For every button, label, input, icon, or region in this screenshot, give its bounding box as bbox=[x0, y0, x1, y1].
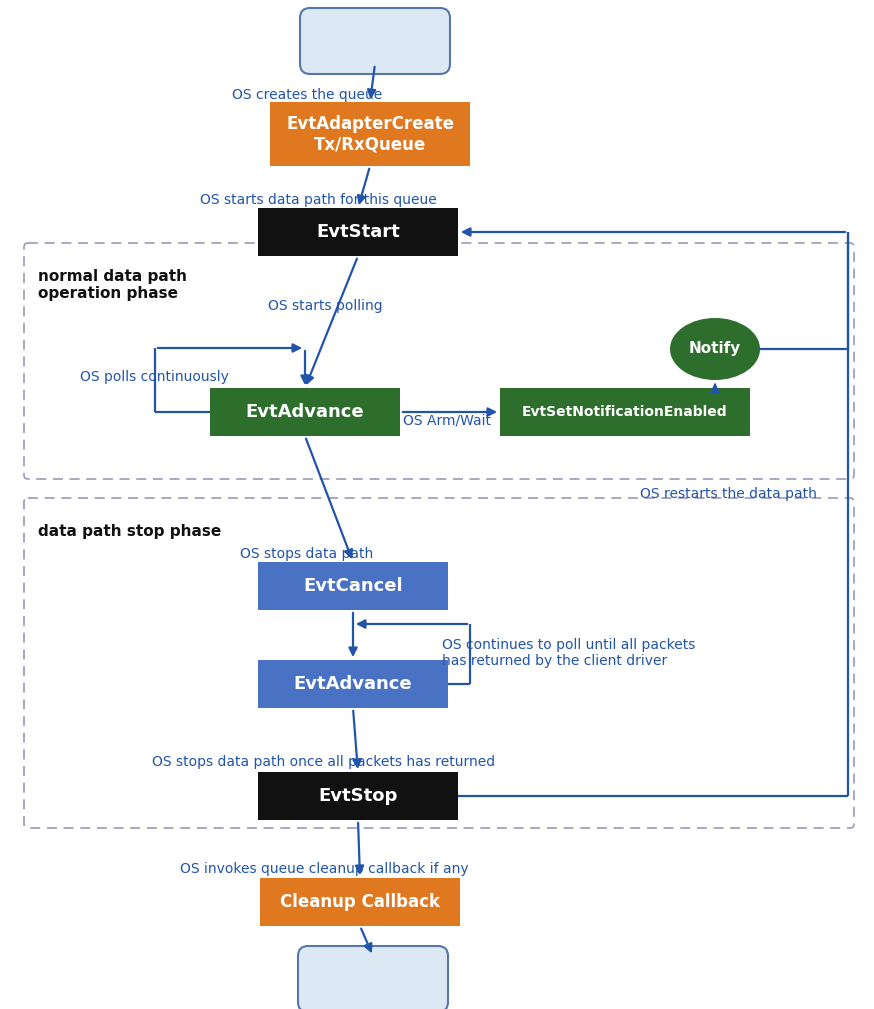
Text: Cleanup Callback: Cleanup Callback bbox=[280, 893, 440, 911]
FancyBboxPatch shape bbox=[300, 8, 450, 74]
Text: OS invokes queue cleanup callback if any: OS invokes queue cleanup callback if any bbox=[180, 862, 468, 876]
Text: EvtAdapterCreate
Tx/RxQueue: EvtAdapterCreate Tx/RxQueue bbox=[286, 115, 454, 153]
Text: normal data path
operation phase: normal data path operation phase bbox=[38, 269, 187, 302]
Text: OS continues to poll until all packets
has returned by the client driver: OS continues to poll until all packets h… bbox=[442, 638, 696, 668]
FancyBboxPatch shape bbox=[258, 660, 448, 708]
FancyBboxPatch shape bbox=[258, 208, 458, 256]
Text: data path stop phase: data path stop phase bbox=[38, 524, 221, 539]
Text: EvtCancel: EvtCancel bbox=[303, 577, 403, 595]
FancyBboxPatch shape bbox=[258, 772, 458, 820]
Text: OS stops data path once all packets has returned: OS stops data path once all packets has … bbox=[152, 755, 496, 769]
FancyBboxPatch shape bbox=[24, 243, 854, 479]
Text: OS creates the queue: OS creates the queue bbox=[232, 88, 382, 102]
FancyBboxPatch shape bbox=[260, 878, 460, 926]
Text: EvtAdvance: EvtAdvance bbox=[246, 403, 364, 421]
Text: OS polls continuously: OS polls continuously bbox=[80, 370, 229, 384]
Text: EvtStop: EvtStop bbox=[318, 787, 398, 805]
Ellipse shape bbox=[670, 318, 760, 380]
Text: EvtAdvance: EvtAdvance bbox=[294, 675, 413, 693]
Text: OS stops data path: OS stops data path bbox=[240, 547, 373, 561]
FancyBboxPatch shape bbox=[270, 102, 470, 166]
Text: OS restarts the data path: OS restarts the data path bbox=[640, 487, 817, 501]
Text: Notify: Notify bbox=[689, 341, 741, 356]
Text: OS starts data path for this queue: OS starts data path for this queue bbox=[200, 193, 437, 207]
FancyBboxPatch shape bbox=[298, 946, 448, 1009]
FancyBboxPatch shape bbox=[210, 388, 400, 436]
Text: EvtStart: EvtStart bbox=[316, 223, 400, 241]
Text: OS starts polling: OS starts polling bbox=[268, 299, 383, 313]
FancyBboxPatch shape bbox=[258, 562, 448, 610]
Text: OS Arm/Wait: OS Arm/Wait bbox=[403, 413, 491, 427]
Text: EvtSetNotificationEnabled: EvtSetNotificationEnabled bbox=[522, 405, 728, 419]
FancyBboxPatch shape bbox=[24, 498, 854, 828]
FancyBboxPatch shape bbox=[500, 388, 750, 436]
